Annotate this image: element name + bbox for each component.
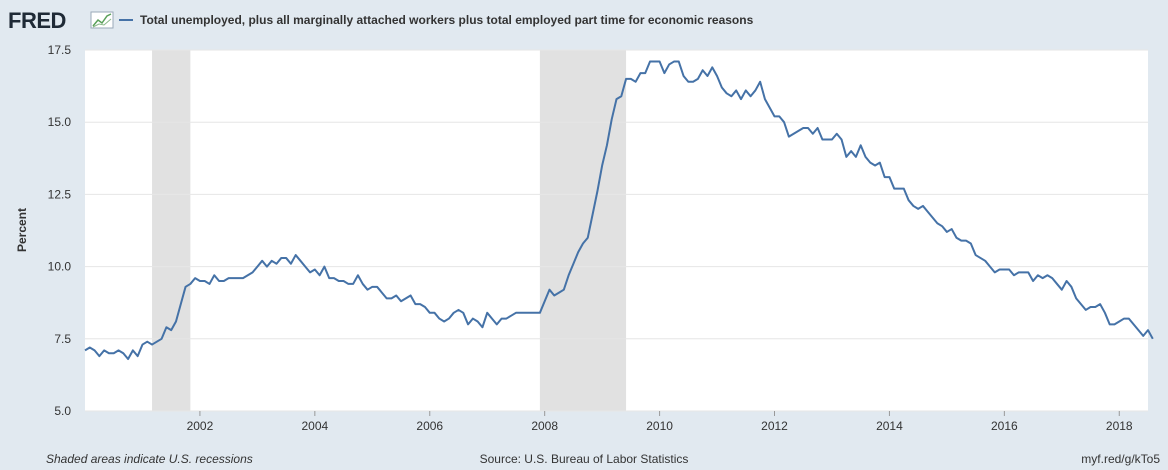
y-tick-label: 5.0: [54, 404, 71, 418]
y-tick-label: 17.5: [48, 43, 72, 57]
series-layer: [84, 60, 1154, 361]
y-tick-label: 12.5: [48, 187, 72, 201]
footer: Shaded areas indicate U.S. recessions So…: [46, 452, 1160, 466]
y-tick-label: 7.5: [54, 332, 71, 346]
recession-note: Shaded areas indicate U.S. recessions: [46, 452, 253, 466]
x-tick-label: 2004: [301, 419, 328, 433]
legend-series-name: Total unemployed, plus all marginally at…: [140, 13, 754, 27]
x-axis: 2002 2004 2006 2008 2010 2012 2014 2016 2018: [187, 411, 1133, 433]
x-tick-label: 2002: [187, 419, 214, 433]
series-line-1: [84, 60, 1154, 361]
chart-line-icon: [90, 11, 114, 29]
short-url-link[interactable]: myf.red/g/kTo5: [1081, 452, 1160, 466]
gridlines: [85, 49, 1148, 412]
x-tick-label: 2016: [991, 419, 1018, 433]
source-note: Source: U.S. Bureau of Labor Statistics: [480, 452, 689, 466]
x-tick-label: 2006: [416, 419, 443, 433]
x-tick-label: 2010: [646, 419, 673, 433]
x-tick-label: 2008: [531, 419, 558, 433]
recession-bands: [152, 50, 627, 411]
fred-logo: FRED: [8, 8, 66, 33]
y-tick-label: 15.0: [48, 115, 72, 129]
recession-band-2: [539, 50, 627, 411]
x-tick-label: 2014: [876, 419, 903, 433]
y-tick-label: 10.0: [48, 260, 72, 274]
header: FRED Total unemployed, plus all marginal…: [8, 8, 754, 33]
recession-band-1: [152, 50, 191, 411]
x-tick-label: 2012: [761, 419, 788, 433]
y-axis-label: Percent: [15, 208, 29, 252]
y-axis: 5.0 7.5 10.0 12.5 15.0 17.5: [48, 43, 72, 418]
x-tick-label: 2018: [1106, 419, 1133, 433]
